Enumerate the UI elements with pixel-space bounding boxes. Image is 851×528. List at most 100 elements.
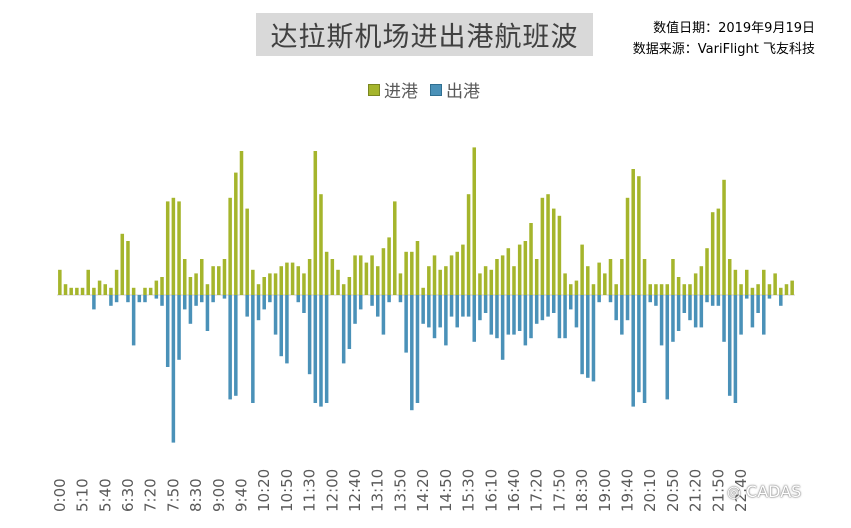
arrival-bar xyxy=(404,251,408,295)
departure-bar xyxy=(523,295,528,346)
arrival-bar xyxy=(466,194,471,295)
arrival-bar xyxy=(631,169,635,295)
arrival-bar xyxy=(160,277,164,295)
departure-bar xyxy=(347,295,352,349)
wechat-icon: ◎ xyxy=(727,482,747,501)
arrival-bar xyxy=(302,273,306,295)
watermark: ◎ CADAS xyxy=(727,482,801,501)
departure-bar xyxy=(171,295,176,443)
arrival-bar xyxy=(591,284,596,295)
departure-bar xyxy=(631,295,635,407)
departure-bar xyxy=(211,295,215,303)
departure-bar xyxy=(710,295,715,306)
x-tick-label: 12:00 xyxy=(323,469,341,512)
departure-bar xyxy=(569,295,573,310)
arrival-bar xyxy=(415,241,420,295)
arrival-bar xyxy=(478,273,482,295)
arrival-bar xyxy=(767,284,772,295)
arrival-bar xyxy=(290,262,295,295)
departure-bar xyxy=(461,295,465,317)
arrival-bar xyxy=(762,269,766,295)
departure-bar xyxy=(500,295,505,360)
departure-bar xyxy=(375,295,380,317)
x-tick-label: 10:50 xyxy=(278,469,296,512)
x-tick-label: 9:00 xyxy=(210,478,228,512)
departure-bar xyxy=(733,295,738,403)
arrival-bar xyxy=(103,284,108,295)
arrival-bar xyxy=(574,280,579,295)
arrival-bar xyxy=(307,259,312,295)
arrival-bar xyxy=(722,179,726,295)
arrival-bar xyxy=(330,259,335,295)
departure-bar xyxy=(466,295,471,317)
arrival-bar xyxy=(63,284,68,295)
departure-bar xyxy=(188,295,193,324)
arrival-bar xyxy=(756,284,760,295)
arrival-bar xyxy=(80,287,85,295)
arrival-bar xyxy=(705,248,709,295)
arrival-bar xyxy=(625,197,630,295)
x-tick-label: 8:30 xyxy=(187,478,205,512)
date-note: 数值日期：2019年9月19日 xyxy=(653,21,815,36)
departure-bar xyxy=(563,295,567,339)
departure-bar xyxy=(131,295,136,346)
arrival-bar xyxy=(557,215,562,295)
x-tick-label: 14:50 xyxy=(437,469,455,512)
departure-bar xyxy=(620,295,624,335)
chart-title-box: 达拉斯机场进出港航班波 xyxy=(256,13,593,56)
legend-label-departures: 出港 xyxy=(446,82,480,102)
arrival-bar xyxy=(200,259,204,295)
departure-bar xyxy=(143,295,147,303)
arrival-bar xyxy=(500,255,505,295)
departure-bar xyxy=(642,295,647,403)
departure-bar xyxy=(205,295,210,331)
departure-bar xyxy=(693,295,698,328)
arrival-bar xyxy=(563,273,567,295)
departure-bar xyxy=(483,295,488,313)
arrival-bar xyxy=(148,287,153,295)
departure-bar xyxy=(659,295,664,346)
departure-bar xyxy=(744,295,749,299)
departure-bar xyxy=(182,295,187,310)
x-tick-label: 19:00 xyxy=(596,469,614,512)
x-tick-label: 17:50 xyxy=(550,469,568,512)
arrival-bar xyxy=(608,259,613,295)
departure-bar xyxy=(557,295,562,339)
arrival-bar xyxy=(177,201,181,295)
chart-title: 达拉斯机场进出港航班波 xyxy=(270,22,579,53)
departure-bar xyxy=(506,295,511,335)
arrival-bar xyxy=(114,269,119,295)
departure-bar xyxy=(688,295,692,321)
arrival-bar xyxy=(648,284,652,295)
arrival-bar xyxy=(86,269,90,295)
arrival-bar xyxy=(546,194,550,295)
departure-bar xyxy=(637,295,641,393)
arrival-bar xyxy=(489,269,494,295)
departure-bar xyxy=(268,295,272,303)
departure-bar xyxy=(307,295,312,375)
departure-bar xyxy=(114,295,119,303)
arrival-bar xyxy=(319,194,323,295)
departure-bar xyxy=(353,295,357,324)
arrival-bar xyxy=(642,259,647,295)
arrival-bar xyxy=(336,269,340,295)
watermark-text: CADAS xyxy=(746,482,802,501)
departure-bar xyxy=(625,295,630,321)
departure-bar xyxy=(472,295,477,342)
arrival-bar xyxy=(773,273,777,295)
arrival-bar xyxy=(120,233,125,295)
x-tick-label: 11:30 xyxy=(301,469,319,512)
arrival-bar xyxy=(529,223,533,295)
legend: 进港 出港 xyxy=(368,77,492,102)
departure-bar xyxy=(285,295,289,364)
arrival-bar xyxy=(586,266,590,295)
arrival-bar xyxy=(262,277,266,295)
departure-bar xyxy=(404,295,408,353)
departure-bar xyxy=(727,295,732,396)
arrival-bar xyxy=(154,280,159,295)
arrival-bar xyxy=(534,259,539,295)
arrival-bar xyxy=(313,151,318,295)
arrival-bar xyxy=(427,266,431,295)
departure-bar xyxy=(245,295,249,317)
